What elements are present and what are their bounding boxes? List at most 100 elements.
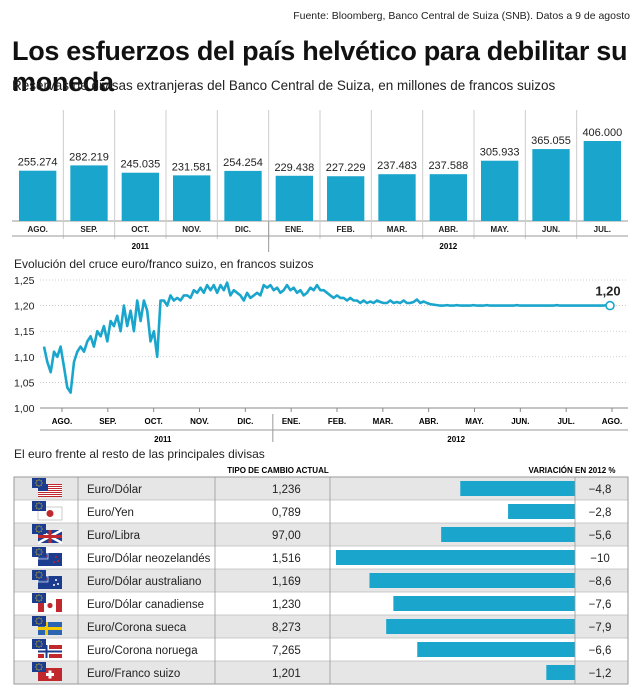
eu-star: [38, 646, 40, 648]
currency-pair-label: Euro/Dólar australiano: [87, 576, 201, 588]
eu-flag-icon: [32, 662, 46, 672]
eu-star: [38, 623, 40, 625]
change-bar: [336, 550, 575, 565]
eu-star: [36, 553, 38, 555]
bar: [121, 172, 159, 221]
table-title: El euro frente al resto de las principal…: [14, 447, 265, 461]
bar-value-label: 406.000: [582, 127, 622, 139]
bar-category-label: ENE.: [285, 225, 304, 234]
source-note: Fuente: Bloomberg, Banco Central de Suiz…: [293, 10, 630, 22]
flag-sun: [46, 510, 54, 517]
x-tick-label: JUN.: [511, 417, 529, 426]
eu-star: [38, 617, 40, 619]
y-tick-label: 1,15: [14, 326, 35, 338]
eu-star: [36, 549, 38, 551]
bar-category-label: NOV.: [182, 225, 201, 234]
flag-cross: [46, 673, 54, 676]
sweden-flag-icon: [32, 616, 62, 635]
currency-table: TIPO DE CAMBIO ACTUAL VARIACIÓN EN 2012 %…: [13, 466, 629, 685]
eu-flag-icon: [32, 524, 46, 534]
usa-flag-icon: [32, 478, 62, 497]
eu-star: [36, 664, 38, 666]
eu-star: [35, 666, 37, 668]
eu-star: [36, 530, 38, 532]
flag-cross: [45, 645, 48, 658]
australia-flag-icon: [32, 570, 62, 589]
eu-star: [41, 666, 43, 668]
exchange-rate-value: 8,273: [272, 622, 301, 634]
eu-flag-icon: [32, 478, 46, 488]
bar-value-label: 282.219: [69, 151, 109, 163]
year-label: 2012: [447, 435, 465, 442]
year-label: 2011: [132, 242, 150, 251]
eu-star: [36, 645, 38, 647]
eu-star: [36, 622, 38, 624]
eu-star: [38, 600, 40, 602]
x-tick-label: AGO.: [52, 417, 72, 426]
exchange-rate-value: 1,516: [272, 553, 301, 565]
eu-star: [35, 574, 37, 576]
y-tick-label: 1,05: [14, 377, 35, 389]
eu-star: [40, 622, 42, 624]
eu-star: [35, 620, 37, 622]
bar: [70, 165, 108, 221]
flag-stripe: [38, 492, 62, 493]
eu-star: [35, 643, 37, 645]
eu-star: [40, 572, 42, 574]
eu-star: [38, 548, 40, 550]
bar: [532, 149, 570, 221]
eu-star: [38, 640, 40, 642]
eu-star: [41, 528, 43, 530]
bar-category-label: SEP.: [80, 225, 97, 234]
eu-star: [38, 508, 40, 510]
eu-star: [40, 526, 42, 528]
eu-star: [36, 503, 38, 505]
flag-star: [53, 584, 55, 586]
currency-pair-label: Euro/Yen: [87, 507, 134, 519]
eu-star: [40, 530, 42, 532]
eu-flag-icon: [32, 547, 46, 557]
eu-star: [36, 595, 38, 597]
bar-value-label: 237.483: [377, 160, 417, 172]
bar-value-label: 227.229: [326, 162, 366, 174]
eur-chf-line-chart: 1,00 1,05 1,10 1,15 1,20 1,25 AGO. SEP. OCT. NOV.…: [14, 275, 628, 442]
bar-value-label: 237.588: [428, 160, 468, 172]
x-tick-label: JUL.: [557, 417, 574, 426]
bar: [173, 175, 211, 221]
eu-star: [38, 485, 40, 487]
eu-star: [41, 620, 43, 622]
eu-star: [40, 618, 42, 620]
currency-pair-label: Euro/Corona noruega: [87, 645, 198, 657]
bar-category-label: JUN.: [542, 225, 560, 234]
column-header: TIPO DE CAMBIO ACTUAL: [227, 466, 329, 475]
eu-star: [35, 528, 37, 530]
eu-star: [35, 551, 37, 553]
change-value-label: −2,8: [589, 507, 612, 519]
flag-cross: [38, 650, 62, 653]
bar-category-label: DIC.: [235, 225, 251, 234]
flag-star: [57, 583, 59, 585]
eu-star: [40, 484, 42, 486]
exchange-rate-value: 1,230: [272, 599, 301, 611]
bar-category-label: AGO.: [27, 225, 47, 234]
x-tick-label: NOV.: [190, 417, 209, 426]
eu-star: [38, 669, 40, 671]
bar-value-label: 365.055: [531, 135, 571, 147]
change-value-label: −4,8: [589, 484, 612, 496]
eu-star: [35, 505, 37, 507]
eu-star: [38, 663, 40, 665]
eu-flag-icon: [32, 639, 46, 649]
eu-star: [38, 531, 40, 533]
eu-star: [38, 479, 40, 481]
eu-star: [40, 553, 42, 555]
year-label: 2011: [154, 435, 172, 442]
exchange-rate-value: 1,169: [272, 576, 301, 588]
eu-star: [40, 595, 42, 597]
x-tick-label: ENE.: [282, 417, 301, 426]
eu-star: [36, 576, 38, 578]
bar-value-label: 305.933: [480, 147, 520, 159]
eu-star: [38, 594, 40, 596]
flag-stripe: [38, 486, 62, 487]
change-bar: [508, 504, 575, 519]
bar-category-label: MAR.: [387, 225, 407, 234]
